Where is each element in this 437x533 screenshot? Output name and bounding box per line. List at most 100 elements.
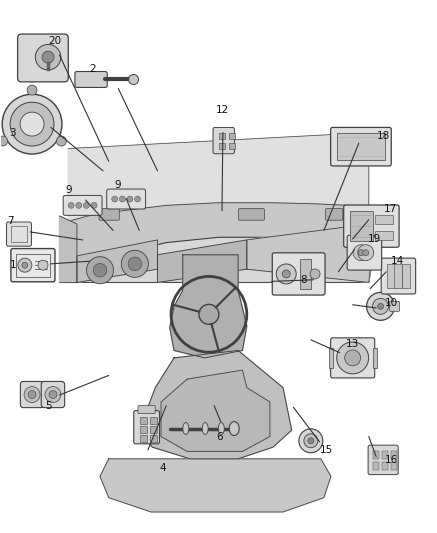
Circle shape — [304, 434, 318, 448]
Circle shape — [28, 391, 36, 399]
Bar — [229, 143, 235, 149]
Bar — [150, 417, 157, 424]
Circle shape — [199, 304, 219, 324]
Bar — [373, 462, 379, 470]
Circle shape — [27, 85, 37, 95]
Text: 15: 15 — [320, 445, 333, 455]
Bar — [402, 264, 409, 288]
Text: 20: 20 — [49, 36, 62, 46]
FancyBboxPatch shape — [11, 248, 55, 282]
Bar — [10, 226, 28, 242]
Circle shape — [83, 203, 90, 208]
Circle shape — [353, 245, 369, 261]
Circle shape — [22, 262, 28, 268]
Bar — [329, 348, 333, 368]
Circle shape — [0, 136, 8, 146]
Text: 14: 14 — [391, 256, 404, 266]
Circle shape — [358, 249, 364, 256]
Polygon shape — [59, 216, 77, 282]
Text: 6: 6 — [216, 432, 223, 441]
Text: 19: 19 — [368, 234, 381, 244]
Circle shape — [49, 391, 57, 399]
Circle shape — [135, 196, 141, 202]
FancyBboxPatch shape — [21, 382, 44, 408]
Bar — [229, 133, 235, 140]
Polygon shape — [157, 240, 247, 282]
Bar — [395, 264, 402, 288]
Polygon shape — [77, 240, 157, 282]
Bar — [387, 264, 395, 288]
Circle shape — [24, 386, 40, 402]
Circle shape — [10, 102, 54, 146]
Polygon shape — [68, 203, 369, 282]
FancyBboxPatch shape — [138, 406, 155, 414]
Bar — [140, 425, 147, 433]
Bar — [150, 425, 157, 433]
FancyBboxPatch shape — [213, 127, 234, 154]
FancyBboxPatch shape — [99, 208, 119, 220]
Text: 3: 3 — [10, 127, 16, 138]
Polygon shape — [161, 370, 270, 451]
Circle shape — [18, 258, 32, 272]
Bar — [219, 133, 225, 140]
Circle shape — [337, 342, 369, 374]
FancyBboxPatch shape — [331, 338, 375, 378]
Circle shape — [38, 260, 48, 270]
Text: 5: 5 — [45, 401, 52, 411]
Circle shape — [128, 75, 139, 84]
Text: 9: 9 — [114, 180, 121, 190]
Text: 4: 4 — [160, 463, 166, 473]
Bar — [140, 417, 147, 424]
Circle shape — [358, 245, 374, 261]
Circle shape — [56, 136, 66, 146]
Circle shape — [87, 257, 114, 284]
Circle shape — [363, 249, 369, 256]
Bar — [375, 231, 393, 240]
Text: 18: 18 — [377, 131, 390, 141]
Circle shape — [378, 303, 384, 309]
Bar — [150, 434, 157, 441]
FancyBboxPatch shape — [63, 196, 102, 215]
FancyBboxPatch shape — [381, 258, 416, 294]
Circle shape — [308, 438, 314, 444]
FancyBboxPatch shape — [368, 445, 398, 475]
Polygon shape — [170, 255, 247, 358]
Circle shape — [127, 196, 133, 202]
Ellipse shape — [229, 422, 239, 435]
FancyBboxPatch shape — [326, 208, 343, 220]
Text: 17: 17 — [384, 204, 397, 214]
FancyBboxPatch shape — [107, 189, 146, 209]
Text: 16: 16 — [385, 455, 399, 465]
FancyBboxPatch shape — [134, 410, 160, 444]
Circle shape — [76, 203, 82, 208]
Circle shape — [45, 386, 61, 402]
Bar — [336, 133, 385, 160]
Circle shape — [68, 203, 74, 208]
Circle shape — [299, 429, 323, 453]
Ellipse shape — [202, 423, 208, 434]
Polygon shape — [64, 216, 373, 282]
Polygon shape — [139, 350, 291, 459]
Bar — [375, 215, 393, 224]
Bar — [300, 259, 311, 289]
FancyBboxPatch shape — [347, 235, 382, 270]
Circle shape — [128, 257, 142, 271]
Bar — [373, 451, 379, 459]
Bar — [391, 462, 397, 470]
Circle shape — [2, 94, 62, 154]
Circle shape — [119, 196, 125, 202]
Text: 9: 9 — [65, 185, 72, 195]
Circle shape — [121, 251, 149, 277]
FancyBboxPatch shape — [344, 205, 399, 247]
FancyBboxPatch shape — [17, 34, 68, 82]
FancyBboxPatch shape — [75, 71, 107, 87]
Circle shape — [367, 293, 395, 320]
Text: 7: 7 — [7, 216, 14, 227]
Bar — [382, 462, 388, 470]
Text: 10: 10 — [385, 297, 399, 308]
Circle shape — [276, 264, 296, 284]
Bar — [391, 451, 397, 459]
Ellipse shape — [218, 423, 224, 434]
Polygon shape — [100, 459, 331, 512]
FancyBboxPatch shape — [41, 382, 65, 408]
